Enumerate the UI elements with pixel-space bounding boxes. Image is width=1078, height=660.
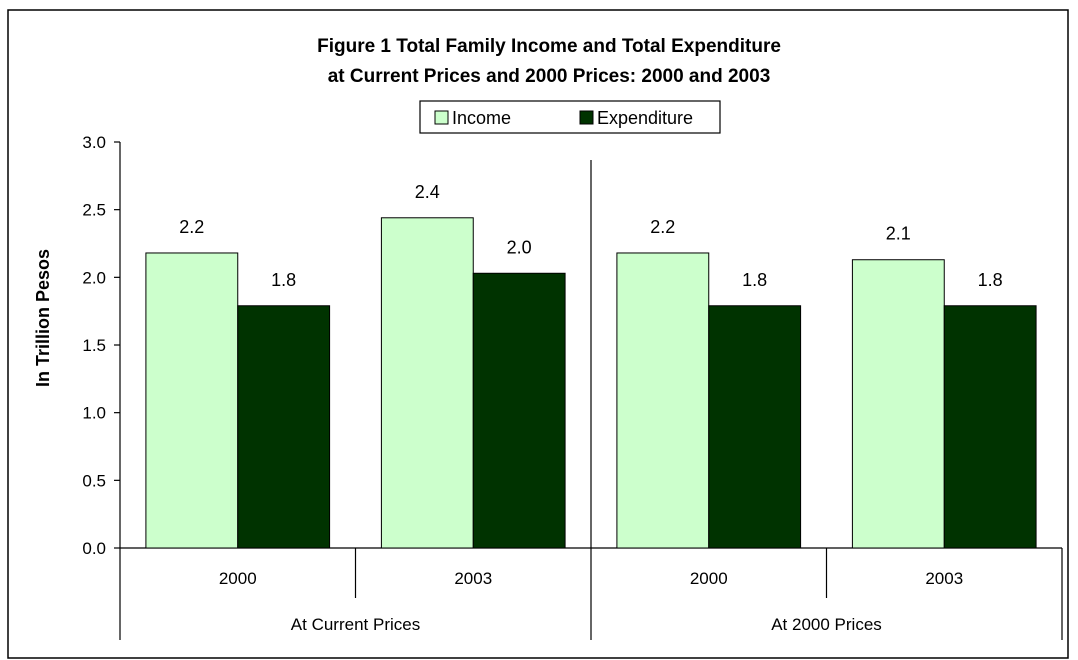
expenditure-data-label: 2.0 [507,237,532,257]
expenditure-bar [708,305,802,549]
chart-title-line-2: at Current Prices and 2000 Prices: 2000 … [328,66,771,87]
legend: Income Expenditure [419,100,721,134]
expenditure-bar [472,272,566,549]
x-category-label: 2000 [690,569,728,588]
y-tick-label: 0.5 [82,471,106,490]
legend-label-expenditure: Expenditure [597,108,693,128]
legend-label-income: Income [452,108,511,128]
x-category-label: 2003 [925,569,963,588]
bars [145,217,1037,549]
income-data-label: 2.1 [886,224,911,244]
income-bar [145,252,239,549]
income-bar [851,259,945,549]
x-category-label: 2003 [454,569,492,588]
income-bar [616,252,710,549]
legend-swatch-expenditure [579,110,594,125]
expenditure-bar [943,305,1037,549]
y-tick-label: 3.0 [82,133,106,152]
y-tick-label: 0.0 [82,539,106,558]
income-data-label: 2.2 [179,217,204,237]
legend-swatch-income [434,110,449,125]
y-axis-label: In Trillion Pesos [33,249,53,387]
expenditure-bar [237,305,331,549]
y-tick-label: 2.5 [82,201,106,220]
expenditure-data-label: 1.8 [742,270,767,290]
expenditure-data-label: 1.8 [978,270,1003,290]
x-category-label: 2000 [219,569,257,588]
x-group-label: At Current Prices [291,615,420,634]
x-labels: 2000 2003 2000 2003 At Current Prices At 2000… [219,569,963,634]
legend-box [419,100,721,134]
income-data-label: 2.2 [650,217,675,237]
y-tick-label: 1.0 [82,404,106,423]
bar-labels: 2.2 1.8 2.4 2.0 2.2 1.8 2.1 1.8 [179,182,1002,290]
chart-title-line-1: Figure 1 Total Family Income and Total E… [317,36,781,57]
income-data-label: 2.4 [415,182,440,202]
x-group-label: At 2000 Prices [771,615,882,634]
income-bar [380,217,474,549]
y-tick-label: 1.5 [82,336,106,355]
y-tick-label: 2.0 [82,268,106,287]
expenditure-data-label: 1.8 [271,270,296,290]
